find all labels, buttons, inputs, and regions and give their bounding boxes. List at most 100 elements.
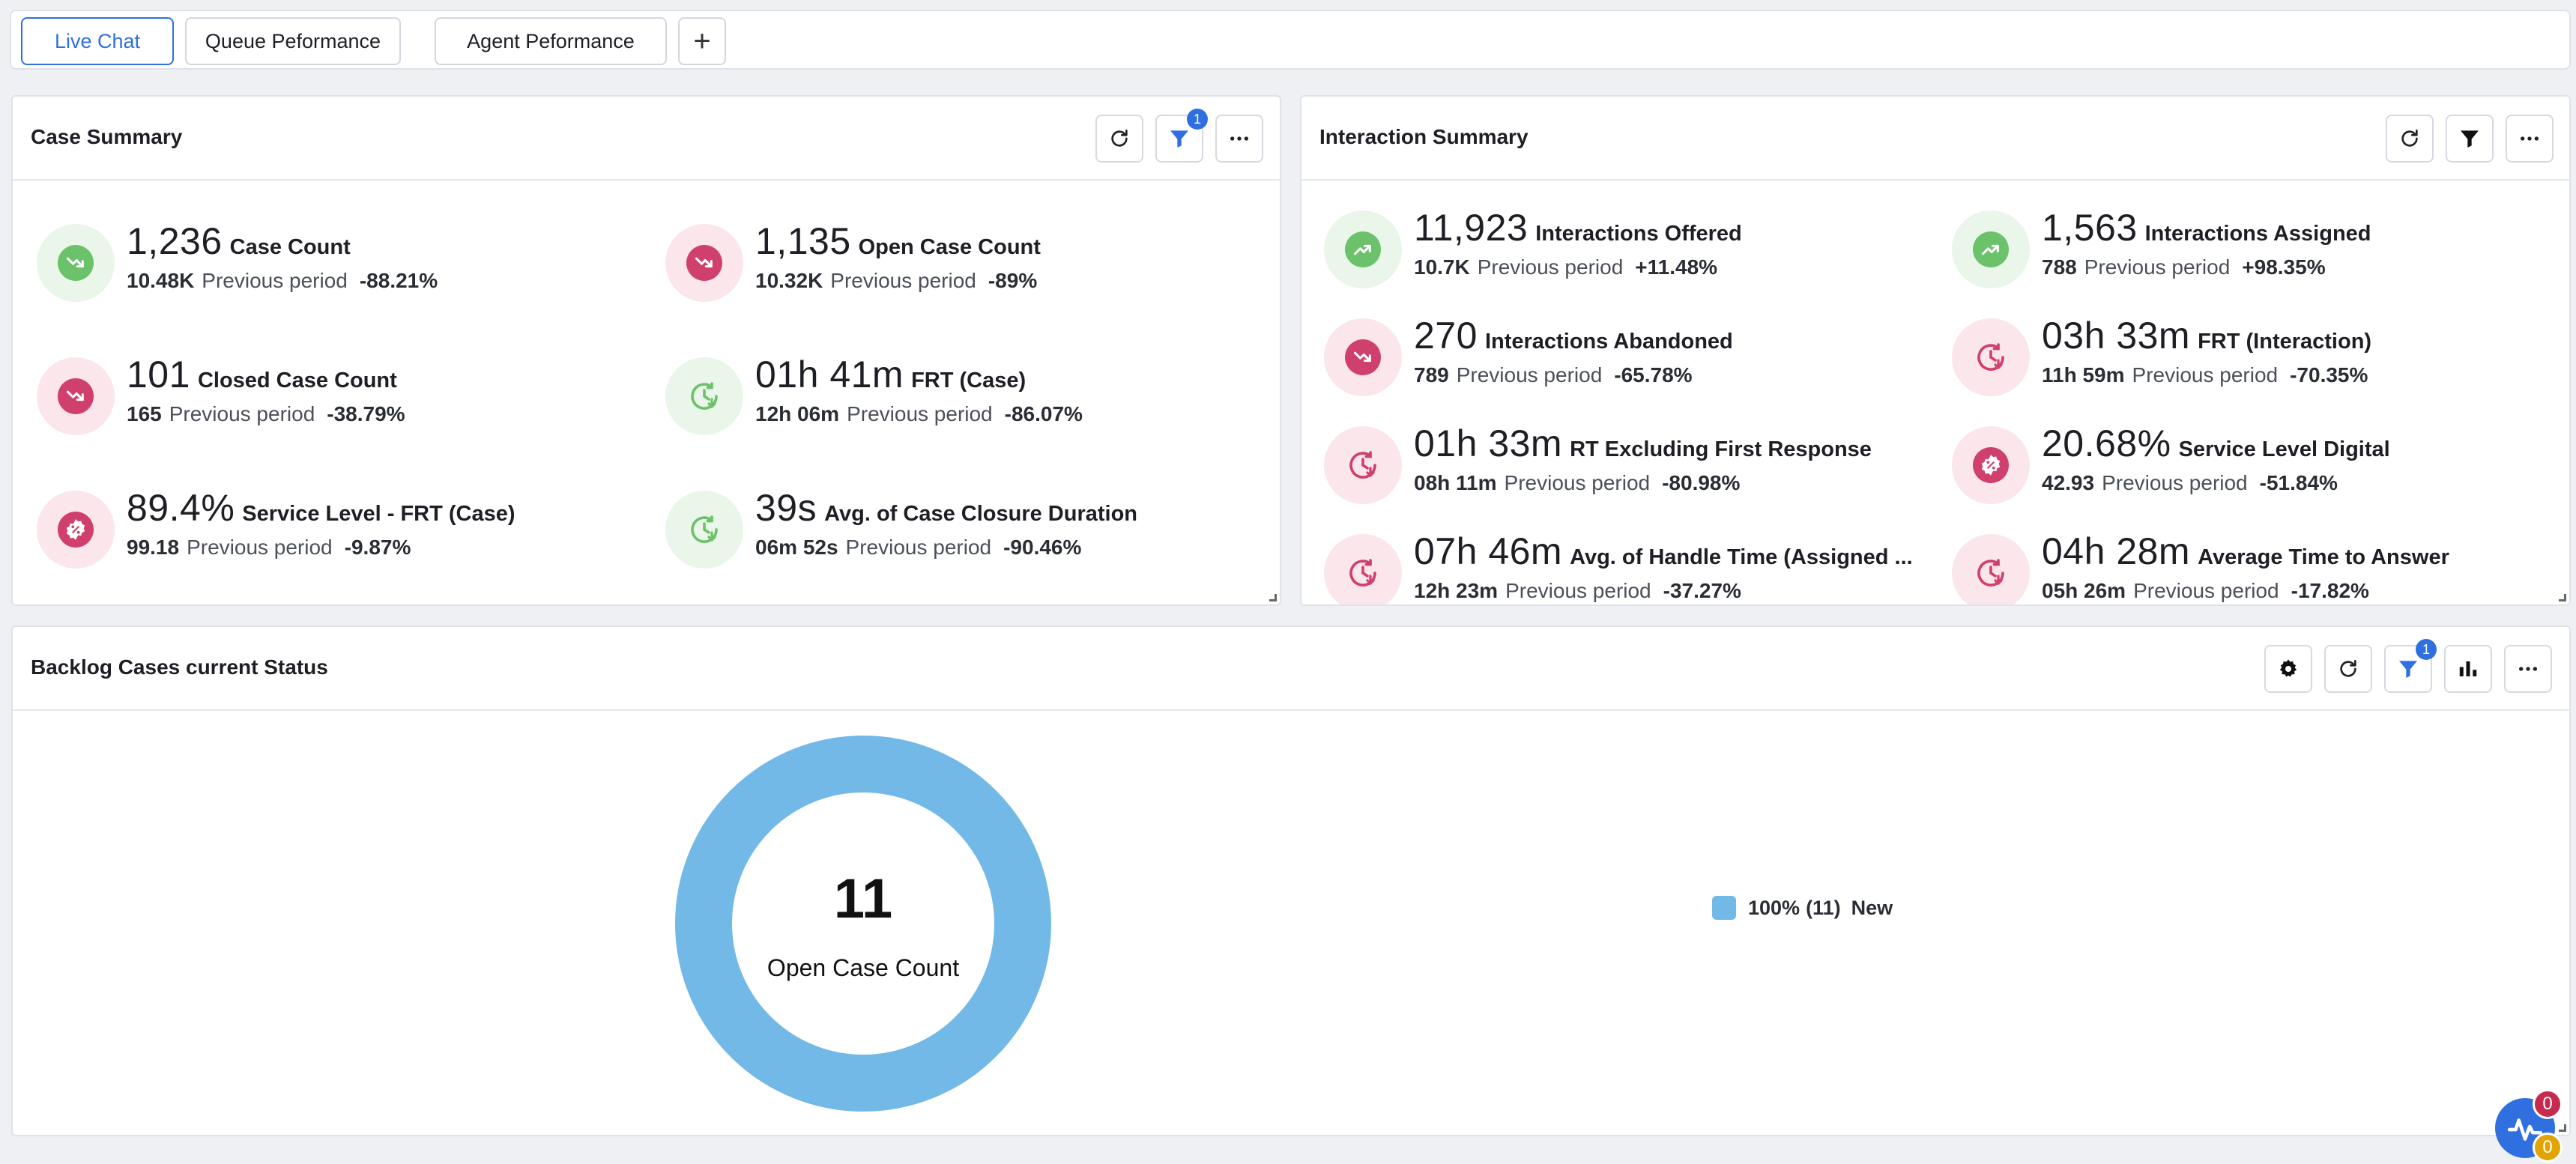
chart-type-button[interactable]	[2444, 645, 2492, 693]
filter-icon	[1170, 130, 1188, 148]
legend-swatch	[1712, 896, 1736, 920]
case-summary-panel: Case Summary 1 1,236 Case Count 10.48K Prev…	[11, 95, 1281, 606]
metric-card[interactable]: 04h 28m Average Time to Answer 05h 26m Prev…	[1952, 530, 2551, 604]
delta-percent: -37.27%	[1663, 579, 1741, 602]
filter-icon	[2399, 661, 2417, 678]
metric-card[interactable]: 1,563 Interactions Assigned 788 Previous pe…	[1952, 206, 2551, 290]
metric-label: FRT (Interaction)	[2198, 330, 2372, 354]
refresh-button[interactable]	[2324, 645, 2372, 693]
interaction-summary-panel: Interaction Summary 11,923 Interactions O…	[1300, 95, 2571, 606]
filter-button[interactable]	[2446, 115, 2494, 163]
previous-period-label: Previous period	[2084, 255, 2231, 279]
delta-percent: -89%	[988, 269, 1038, 292]
previous-value: 06m 52s	[755, 536, 838, 559]
donut-chart: 11 Open Case Count	[675, 736, 1051, 1112]
interaction-summary-header: Interaction Summary	[1301, 97, 2569, 181]
clock-down-icon	[1324, 534, 1402, 604]
filter-icon	[2461, 130, 2479, 148]
add-tab-button[interactable]: +	[678, 17, 726, 65]
activity-widget-button[interactable]: 0 0	[2495, 1089, 2563, 1163]
more-options-button[interactable]	[2504, 645, 2552, 693]
delta-percent: +98.35%	[2242, 255, 2326, 279]
metric-value: 1,236	[127, 220, 223, 262]
metric-text: 39s Avg. of Case Closure Duration 06m 52s P…	[755, 486, 1137, 560]
metric-value: 270	[1414, 315, 1478, 357]
backlog-title: Backlog Cases current Status	[31, 655, 328, 679]
metric-label: Avg. of Case Closure Duration	[824, 502, 1138, 526]
legend-count: (11)	[1806, 896, 1841, 919]
metric-card[interactable]: 03h 33m FRT (Interaction) 11h 59m Previous …	[1952, 314, 2551, 398]
metric-label: Service Level Digital	[2178, 437, 2390, 461]
delta-percent: -88.21%	[359, 269, 438, 292]
clock-down-icon	[1952, 534, 2030, 604]
delta-percent: -80.98%	[1662, 471, 1741, 494]
metric-value: 1,563	[2042, 207, 2138, 249]
metric-card[interactable]: 11,923 Interactions Offered 10.7K Previous …	[1324, 206, 1923, 290]
previous-period-label: Previous period	[1505, 579, 1651, 602]
more-options-button[interactable]	[2506, 115, 2554, 163]
resize-handle[interactable]	[1269, 594, 1277, 601]
metric-value: 07h 46m	[1414, 530, 1563, 572]
previous-value: 10.48K	[127, 269, 195, 292]
refresh-button[interactable]	[2386, 115, 2434, 163]
gear-icon	[2279, 659, 2297, 677]
metric-label: Interactions Offered	[1535, 222, 1742, 246]
metric-card[interactable]: 01h 33m RT Excluding First Response 08h 11…	[1324, 422, 1923, 506]
previous-period-label: Previous period	[1504, 471, 1651, 494]
resize-handle[interactable]	[2559, 594, 2566, 601]
previous-value: 99.18	[127, 536, 180, 559]
resize-handle[interactable]	[2559, 1124, 2566, 1132]
bar-chart-icon	[2459, 661, 2477, 676]
metric-card[interactable]: 39s Avg. of Case Closure Duration 06m 52s P…	[665, 486, 1265, 570]
previous-value: 10.32K	[755, 269, 823, 292]
tab-agent-performance[interactable]: Agent Peformance	[435, 17, 667, 65]
metric-card[interactable]: 101 Closed Case Count 165 Previous period -3…	[37, 353, 636, 437]
metric-label: Closed Case Count	[197, 369, 397, 392]
previous-value: 12h 06m	[755, 402, 840, 425]
metric-text: 1,135 Open Case Count 10.32K Previous perio…	[755, 219, 1041, 293]
backlog-header: Backlog Cases current Status 1	[13, 627, 2569, 711]
metric-card[interactable]: 89.4% Service Level - FRT (Case) 99.18 Prev…	[37, 486, 636, 570]
metric-card[interactable]: 20.68% Service Level Digital 42.93 Previous…	[1952, 422, 2551, 506]
metric-card[interactable]: 1,135 Open Case Count 10.32K Previous perio…	[665, 219, 1265, 303]
metric-text: 1,563 Interactions Assigned 788 Previous pe…	[2042, 206, 2371, 279]
metric-text: 01h 41m FRT (Case) 12h 06m Previous period -…	[755, 353, 1083, 426]
filter-count-badge: 1	[2416, 639, 2437, 660]
metric-value: 01h 41m	[755, 354, 904, 395]
chart-legend-item[interactable]: 100% (11) New	[1712, 896, 1893, 920]
metric-value: 89.4%	[127, 487, 235, 529]
metric-label: Open Case Count	[858, 235, 1041, 259]
trend-down-icon	[665, 224, 743, 302]
filter-button[interactable]: 1	[1155, 109, 1208, 163]
metric-value: 04h 28m	[2042, 530, 2191, 572]
more-options-button[interactable]	[1215, 115, 1263, 163]
metric-value: 1,135	[755, 220, 851, 262]
metric-card[interactable]: 01h 41m FRT (Case) 12h 06m Previous period -…	[665, 353, 1265, 437]
ellipsis-icon	[2519, 667, 2537, 671]
metric-label: Service Level - FRT (Case)	[242, 502, 515, 526]
metric-card[interactable]: 07h 46m Avg. of Handle Time (Assigned ...…	[1324, 530, 1923, 604]
trend-down-icon	[1324, 318, 1402, 396]
settings-button[interactable]	[2264, 645, 2312, 693]
previous-period-label: Previous period	[2102, 471, 2248, 494]
legend-percent: 100%	[1748, 896, 1801, 919]
metric-card[interactable]: 270 Interactions Abandoned 789 Previous per…	[1324, 314, 1923, 398]
refresh-icon	[1111, 130, 1128, 147]
filter-button[interactable]: 1	[2384, 639, 2437, 693]
previous-value: 789	[1414, 363, 1449, 387]
delta-percent: -86.07%	[1004, 402, 1083, 425]
previous-period-label: Previous period	[2132, 363, 2279, 387]
percent-badge-icon	[1952, 426, 2030, 504]
metric-card[interactable]: 1,236 Case Count 10.48K Previous period -88.…	[37, 219, 636, 303]
delta-percent: -90.46%	[1003, 536, 1082, 559]
filter-count-badge: 1	[1187, 109, 1208, 130]
ellipsis-icon	[2521, 136, 2539, 141]
tab-live-chat[interactable]: Live Chat	[21, 17, 174, 65]
trend-up-icon	[1324, 210, 1402, 288]
refresh-button[interactable]	[1095, 115, 1143, 163]
previous-value: 42.93	[2042, 471, 2095, 494]
donut-slice[interactable]	[675, 736, 1051, 1112]
delta-percent: -65.78%	[1614, 363, 1693, 387]
tab-queue-performance[interactable]: Queue Peformance	[185, 17, 401, 65]
delta-percent: -38.79%	[327, 402, 405, 425]
